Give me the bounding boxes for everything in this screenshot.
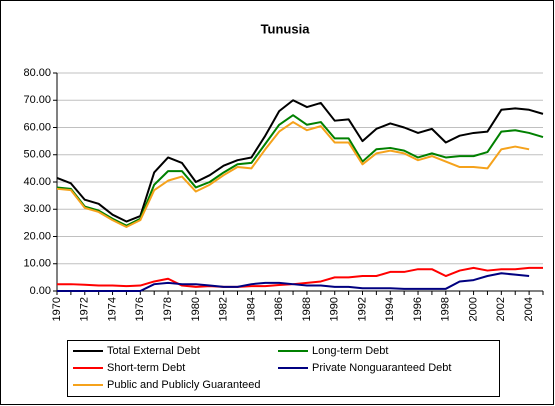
x-tick-label: 1972 [79,297,91,321]
series-line [56,114,544,227]
x-tick-label: 1974 [106,297,118,321]
legend-label: Public and Publicly Guaranteed [107,379,260,391]
series-line [56,121,530,228]
legend-label: Private Nonguaranteed Debt [312,362,451,374]
x-tick-label: 1988 [301,297,313,321]
chart-title: Tunusia [261,21,311,36]
y-tick-label: 0.00 [30,285,51,297]
x-tick-label: 1984 [245,297,257,321]
y-tick-label: 20.00 [23,230,51,242]
x-tick-label: 1990 [329,297,341,321]
series-line [56,99,544,223]
legend-label: Total External Debt [107,345,200,357]
y-tick-label: 50.00 [23,149,51,161]
series-line [57,272,530,292]
x-tick-label: 1992 [356,297,368,321]
x-tick-label: 1998 [440,297,452,321]
legend-label: Short-term Debt [107,362,185,374]
y-tick-label: 40.00 [23,176,51,188]
y-tick-label: 10.00 [23,258,51,270]
legend-label: Long-term Debt [312,345,388,357]
x-tick-label: 1982 [218,297,230,321]
y-tick-label: 70.00 [23,94,51,106]
x-tick-label: 2004 [523,297,535,321]
x-tick-label: 1986 [273,297,285,321]
x-tick-label: 1980 [190,297,202,321]
x-tick-label: 1978 [162,297,174,321]
x-tick-label: 1976 [134,297,146,321]
y-tick-label: 30.00 [23,203,51,215]
y-tick-label: 60.00 [23,121,51,133]
x-tick-label: 2000 [467,297,479,321]
x-tick-label: 1970 [51,297,63,321]
x-tick-label: 2002 [495,297,507,321]
x-tick-label: 1994 [384,297,396,321]
series-line [57,266,543,288]
y-tick-label: 80.00 [23,67,51,79]
x-tick-label: 1996 [412,297,424,321]
